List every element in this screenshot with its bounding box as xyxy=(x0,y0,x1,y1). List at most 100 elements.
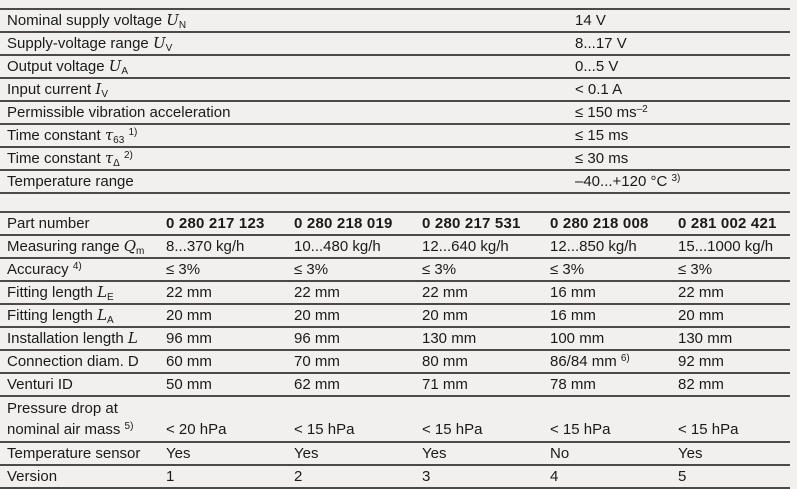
cell-value: 5 xyxy=(678,468,687,485)
variable-symbol: I xyxy=(95,80,102,98)
cell-value: 0...5 V xyxy=(575,58,619,75)
cell-value: ≤ 15 ms xyxy=(575,127,629,144)
footnote-superscript: 1) xyxy=(128,127,138,138)
part-variants-table: Part number 0 280 217 123 0 280 218 019 0 2… xyxy=(0,211,790,489)
row-label: Venturi ID xyxy=(7,376,73,393)
variable-symbol: Q xyxy=(123,237,137,255)
cell-value: 3 xyxy=(422,468,431,485)
cell-value: 2 xyxy=(294,468,303,485)
spec-row: Output voltage UA 0...5 V xyxy=(0,54,790,77)
variable-symbol: L xyxy=(97,283,108,301)
row-label: Part number xyxy=(7,215,90,232)
cell-value: 71 mm xyxy=(422,376,468,393)
cell-value: 80 mm xyxy=(422,353,468,370)
variable-symbol: L xyxy=(97,306,108,324)
cell-value: Yes xyxy=(678,445,703,462)
row-label: Time constant τΔ 2) xyxy=(7,149,133,169)
subscript: A xyxy=(121,66,129,77)
cell-value: 78 mm xyxy=(550,376,596,393)
part-spec-row: Connection diam. D 60 mm 70 mm 80 mm 86/84 m… xyxy=(0,349,790,372)
cell-value: Yes xyxy=(422,445,447,462)
footnote-superscript: 5) xyxy=(124,421,134,432)
part-number-header-row: Part number 0 280 217 123 0 280 218 019 0 2… xyxy=(0,211,790,234)
cell-value: Yes xyxy=(294,445,319,462)
row-label: Input current IV xyxy=(7,80,108,100)
row-label: Output voltage UA xyxy=(7,57,129,77)
part-spec-row: Accuracy 4) ≤ 3% ≤ 3% ≤ 3% ≤ 3% ≤ 3% xyxy=(0,257,790,280)
cell-value: 22 mm xyxy=(422,284,468,301)
cell-value: 22 mm xyxy=(678,284,724,301)
variable-symbol: τ xyxy=(104,126,114,144)
cell-value: < 15 hPa xyxy=(678,421,739,438)
cell-value: < 15 hPa xyxy=(294,421,355,438)
cell-value: 15...1000 kg/h xyxy=(678,238,774,255)
cell-value: 10...480 kg/h xyxy=(294,238,381,255)
cell-value: 20 mm xyxy=(678,307,724,324)
cell-value: 62 mm xyxy=(294,376,340,393)
cell-value: 12...640 kg/h xyxy=(422,238,509,255)
row-label: Nominal supply voltage UN xyxy=(7,11,187,31)
cell-value: ≤ 3% xyxy=(294,261,329,278)
cell-value: 86/84 mm 6) xyxy=(550,353,630,370)
cell-value: 0 280 217 123 xyxy=(166,215,265,232)
row-label: Measuring range Qm xyxy=(7,237,145,257)
row-label: Installation length L xyxy=(7,329,138,347)
row-label: Temperature range xyxy=(7,173,134,190)
row-label: Fitting length LA xyxy=(7,306,114,326)
cell-value: 14 V xyxy=(575,12,606,29)
variable-symbol: U xyxy=(108,57,122,75)
variable-symbol: U xyxy=(152,34,166,52)
cell-value: ≤ 3% xyxy=(422,261,457,278)
cell-value: 96 mm xyxy=(166,330,212,347)
variable-symbol: τ xyxy=(104,149,114,167)
cell-value: 130 mm xyxy=(422,330,477,347)
part-spec-row: Temperature sensor Yes Yes Yes No Yes xyxy=(0,441,790,464)
spec-row: Time constant τ63 1) ≤ 15 ms xyxy=(0,123,790,146)
cell-value: ≤ 3% xyxy=(166,261,201,278)
subscript: V xyxy=(101,89,108,100)
footnote-superscript: 3) xyxy=(671,173,681,184)
part-spec-row: Fitting length LA 20 mm 20 mm 20 mm 16 mm 20 … xyxy=(0,303,790,326)
cell-value: 20 mm xyxy=(166,307,212,324)
cell-value: < 20 hPa xyxy=(166,421,227,438)
spec-row: Time constant τΔ 2) ≤ 30 ms xyxy=(0,146,790,169)
cell-value: ≤ 30 ms xyxy=(575,150,629,167)
row-label: Fitting length LE xyxy=(7,283,114,303)
footnote-superscript: 2) xyxy=(124,150,133,161)
cell-value: ≤ 150 ms–2 xyxy=(575,104,648,121)
cell-value: 82 mm xyxy=(678,376,724,393)
cell-value: 100 mm xyxy=(550,330,605,347)
cell-value: 0 281 002 421 xyxy=(678,215,777,232)
cell-value: 8...17 V xyxy=(575,35,627,52)
row-label: Permissible vibration acceleration xyxy=(7,104,231,121)
footnote-superscript: –2 xyxy=(636,104,648,115)
cell-value: 16 mm xyxy=(550,307,596,324)
subscript: V xyxy=(165,43,173,54)
cell-value: 16 mm xyxy=(550,284,596,301)
cell-value: ≤ 3% xyxy=(678,261,713,278)
cell-value: 1 xyxy=(166,468,175,485)
part-spec-row: Pressure drop at nominal air mass 5) < 20 … xyxy=(0,395,790,441)
spec-row: Temperature range –40...+120 °C 3) xyxy=(0,169,790,192)
spec-row: Nominal supply voltage UN 14 V xyxy=(0,8,790,31)
cell-value: 22 mm xyxy=(294,284,340,301)
cell-value: –40...+120 °C 3) xyxy=(575,173,681,190)
cell-value: 0 280 217 531 xyxy=(422,215,521,232)
cell-value: 4 xyxy=(550,468,559,485)
cell-value: 70 mm xyxy=(294,353,340,370)
cell-value: ≤ 3% xyxy=(550,261,585,278)
row-label: Accuracy 4) xyxy=(7,261,82,278)
cell-value: 22 mm xyxy=(166,284,212,301)
variable-symbol: L xyxy=(127,329,138,347)
spec-row: Input current IV < 0.1 A xyxy=(0,77,790,100)
cell-value: 130 mm xyxy=(678,330,733,347)
row-label: Temperature sensor xyxy=(7,445,141,462)
row-label: Connection diam. D xyxy=(7,353,139,370)
part-spec-row: Venturi ID 50 mm 62 mm 71 mm 78 mm 82 mm xyxy=(0,372,790,395)
cell-value: 20 mm xyxy=(294,307,340,324)
cell-value: 8...370 kg/h xyxy=(166,238,245,255)
cell-value: 92 mm xyxy=(678,353,724,370)
row-label: Supply-voltage range UV xyxy=(7,34,173,54)
part-spec-row: Version 1 2 3 4 5 xyxy=(0,464,790,487)
